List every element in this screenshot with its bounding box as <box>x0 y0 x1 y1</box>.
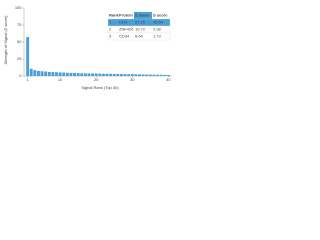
table-row <box>107 32 171 41</box>
bar <box>145 74 149 76</box>
header-highlight <box>134 12 152 19</box>
bar <box>120 74 123 76</box>
x-tick-label: 30 <box>130 77 135 82</box>
y-tick-label: 25 <box>17 56 22 61</box>
y-tick-label: 0 <box>19 73 22 78</box>
y-tick-label: 50 <box>17 39 22 44</box>
table-cell: CD4 <box>119 20 128 25</box>
bar <box>33 70 37 76</box>
bar <box>36 70 40 76</box>
bar <box>105 73 109 76</box>
bar <box>101 73 105 76</box>
y-tick-label: 75 <box>17 22 22 27</box>
table-cell: CD34 <box>119 34 130 39</box>
table-cell: 3 <box>109 34 112 39</box>
y-tick-label: 100 <box>15 5 22 10</box>
bar <box>134 74 138 76</box>
bar <box>40 71 44 76</box>
bar <box>109 73 113 76</box>
bar <box>44 71 48 76</box>
chart: Strength of Signal (Z score) Signal Rank… <box>0 0 177 92</box>
bar <box>47 71 51 76</box>
table-cell: 46.54 <box>153 20 164 25</box>
x-tick-label: 10 <box>58 77 63 82</box>
y-axis-label: Strength of Signal (Z score) <box>3 15 8 65</box>
table-cell: 2.08 <box>153 27 162 32</box>
table-cell: 1.73 <box>153 34 162 39</box>
table-cell: ZNF426 <box>119 27 134 32</box>
table-header: S score <box>153 13 168 18</box>
bar <box>156 74 160 76</box>
bar <box>26 37 30 76</box>
table-cell: 8.64 <box>135 34 144 39</box>
bar <box>58 72 62 76</box>
x-tick-label: 20 <box>94 77 99 82</box>
bar <box>166 74 170 76</box>
x-tick-label: 40 <box>166 77 171 82</box>
bar <box>112 73 116 76</box>
table-cell: 2 <box>109 27 112 32</box>
bar <box>98 73 102 76</box>
bar <box>148 74 152 76</box>
table-header: Protein <box>119 13 133 18</box>
bar <box>123 74 127 76</box>
bar <box>163 74 167 76</box>
bar <box>91 73 95 76</box>
bar <box>76 73 80 76</box>
table-cell: 57.26 <box>135 20 146 25</box>
bar <box>138 74 141 76</box>
bar <box>69 72 73 76</box>
bar <box>65 72 69 76</box>
bar <box>29 68 33 76</box>
bar <box>87 73 91 76</box>
bar <box>127 74 131 76</box>
table-cell: 10.72 <box>135 27 146 32</box>
bar <box>94 73 98 76</box>
table-cell: 1 <box>109 20 112 25</box>
bar <box>152 74 156 76</box>
bar <box>130 74 134 76</box>
bar <box>51 72 55 76</box>
bar <box>62 72 66 76</box>
bar <box>73 73 76 76</box>
bar <box>116 73 120 76</box>
bar <box>80 73 84 76</box>
x-axis-label: Signal Rank (Top 40) <box>81 85 119 90</box>
bar <box>141 74 145 76</box>
bar <box>55 72 58 76</box>
bar <box>83 73 87 76</box>
x-tick-label: 1 <box>26 77 29 82</box>
table-header: Rank <box>109 13 120 18</box>
table-header: Z score <box>135 13 150 18</box>
bar <box>159 74 163 76</box>
